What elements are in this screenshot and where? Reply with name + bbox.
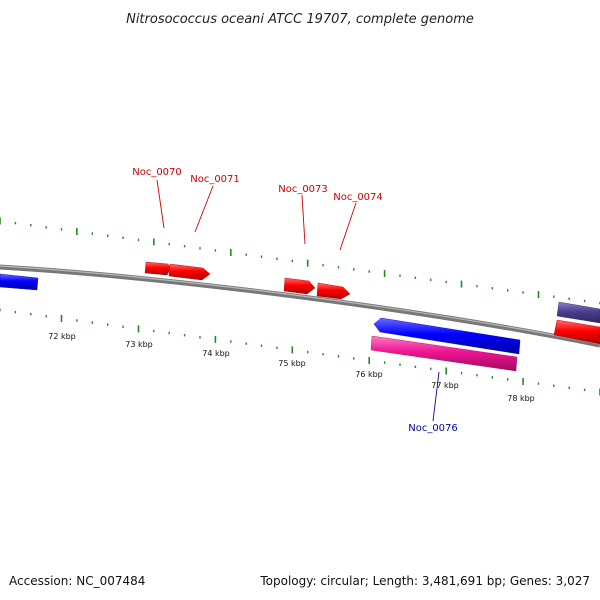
gene-noc-0073[interactable] xyxy=(283,277,316,295)
gene-label[interactable]: Noc_0076 xyxy=(408,423,458,434)
kbp-label: 78 kbp xyxy=(507,394,535,403)
outer-tick-ring xyxy=(0,217,600,305)
kbp-label: 74 kbp xyxy=(202,349,230,358)
map-title: Nitrosococcus oceani ATCC 19707, complet… xyxy=(126,12,474,27)
genome-summary-text: Topology: circular; Length: 3,481,691 bp… xyxy=(260,574,590,588)
kbp-label: 76 kbp xyxy=(355,370,383,379)
gene-label[interactable]: Noc_0071 xyxy=(190,174,240,185)
genome-backbone-highlight xyxy=(0,265,600,345)
gene-label[interactable]: Noc_0070 xyxy=(132,167,182,178)
kbp-label: 73 kbp xyxy=(125,340,153,349)
gene-labels: Noc_0070 Noc_0071 Noc_0073 Noc_0074 Noc_… xyxy=(132,167,458,434)
gene-right-red[interactable] xyxy=(553,319,600,345)
gene-label[interactable]: Noc_0073 xyxy=(278,184,328,195)
leader-noc-0073 xyxy=(301,194,306,245)
genome-backbone xyxy=(0,264,600,348)
label-leaders xyxy=(156,179,440,422)
kbp-label: 72 kbp xyxy=(48,332,76,341)
gene-noc-0070[interactable] xyxy=(144,261,172,276)
accession-text: Accession: NC_007484 xyxy=(9,574,146,588)
kbp-label: 75 kbp xyxy=(278,359,306,368)
gene-left-blue[interactable] xyxy=(0,273,39,291)
kbp-labels: 72 kbp 73 kbp 74 kbp 75 kbp 76 kbp 77 kb… xyxy=(48,332,535,403)
gene-label[interactable]: Noc_0074 xyxy=(333,192,383,203)
kbp-label: 77 kbp xyxy=(431,381,459,390)
gene-noc-0074[interactable] xyxy=(316,282,351,300)
leader-noc-0070 xyxy=(156,179,165,229)
gene-noc-0076[interactable] xyxy=(370,335,518,372)
leader-noc-0074 xyxy=(339,202,357,251)
reverse-genes xyxy=(0,273,521,355)
leader-noc-0076 xyxy=(432,371,440,422)
forward-genes xyxy=(144,261,600,345)
gene-right-purple[interactable] xyxy=(556,301,600,324)
leader-noc-0071 xyxy=(194,185,214,233)
inner-tick-ring xyxy=(0,308,600,396)
gene-noc-0071[interactable] xyxy=(168,263,211,281)
gene-blue-arrow[interactable] xyxy=(373,317,521,355)
